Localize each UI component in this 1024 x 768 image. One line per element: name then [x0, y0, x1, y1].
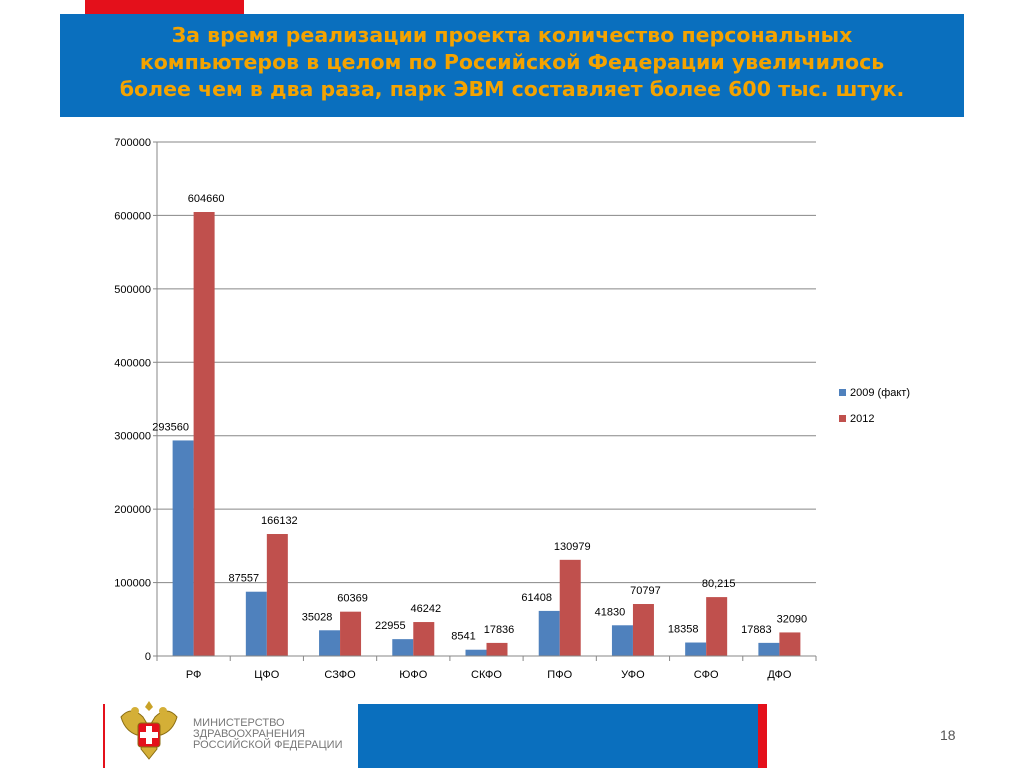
footer-red-band: [758, 704, 767, 768]
footer-divider-line: [103, 704, 105, 768]
bar: [193, 212, 215, 656]
x-tick-label: ЮФО: [399, 669, 427, 681]
top-red-tab: [85, 0, 244, 15]
y-tick-label: 100000: [114, 578, 151, 590]
data-label: 293560: [152, 421, 189, 433]
bars: [172, 212, 801, 656]
data-label: 166132: [261, 515, 298, 527]
data-label: 130979: [554, 541, 591, 553]
y-tick-label: 0: [145, 651, 151, 663]
ministry-line-1: МИНИСТЕРСТВО: [193, 717, 285, 729]
data-label: 22955: [375, 620, 406, 632]
data-label: 17883: [741, 624, 772, 636]
legend-label: 2012: [850, 413, 874, 425]
title-line-2: компьютеров в целом по Российской Федера…: [139, 50, 885, 74]
bar: [392, 639, 414, 656]
title-line-3: более чем в два раза, парк ЭВМ составляе…: [119, 77, 905, 101]
bar: [486, 642, 508, 656]
data-label: 35028: [302, 611, 333, 623]
bar: [611, 625, 633, 656]
title-banner: [60, 14, 964, 117]
footer-blue-band: [358, 704, 758, 768]
slide-title: За время реализации проекта количество п…: [60, 22, 964, 103]
data-label: 70797: [630, 585, 661, 597]
bar: [685, 642, 707, 656]
x-tick-label: УФО: [621, 669, 645, 681]
ministry-line-3: РОССИЙСКОЙ ФЕДЕРАЦИИ: [193, 739, 343, 751]
y-tick-label: 600000: [114, 210, 151, 222]
ministry-name: МИНИСТЕРСТВО ЗДРАВООХРАНЕНИЯ РОССИЙСКОЙ …: [193, 718, 342, 751]
data-label: 41830: [595, 606, 626, 618]
gridlines: [157, 141, 816, 584]
data-label: 604660: [188, 193, 225, 205]
data-label: 60369: [337, 593, 368, 605]
bar: [758, 642, 780, 656]
bar: [413, 622, 435, 656]
legend-swatch: [839, 415, 846, 422]
bar: [465, 649, 487, 656]
bar: [632, 604, 654, 656]
bar: [340, 611, 362, 656]
data-label: 8541: [451, 631, 475, 643]
bar: [559, 559, 581, 656]
bar: [172, 440, 194, 656]
legend-label: 2009 (факт): [850, 387, 910, 399]
bar: [779, 632, 801, 656]
x-tick-label: СФО: [694, 669, 719, 681]
x-tick-label: ЦФО: [254, 669, 280, 681]
ministry-line-2: ЗДРАВООХРАНЕНИЯ: [193, 728, 305, 740]
x-tick-label: СЗФО: [324, 669, 356, 681]
data-label: 17836: [484, 624, 515, 636]
page-number: 18: [940, 727, 956, 743]
y-tick-label: 700000: [114, 137, 151, 149]
x-tick-label: ДФО: [767, 669, 792, 681]
x-tick-label: ПФО: [547, 669, 572, 681]
double-headed-eagle-emblem-icon: [120, 701, 178, 760]
bar: [538, 610, 560, 656]
data-label: 18358: [668, 624, 699, 636]
y-tick-label: 400000: [114, 357, 151, 369]
bar: [245, 591, 267, 656]
data-label: 32090: [777, 613, 808, 625]
title-line-1: За время реализации проекта количество п…: [171, 23, 853, 47]
y-tick-label: 300000: [114, 431, 151, 443]
x-tick-label: РФ: [186, 669, 202, 681]
data-label: 87557: [229, 573, 260, 585]
axes: 0 100000 200000 300000 400000 500000 600000 700…: [114, 137, 817, 681]
bar: [706, 597, 728, 656]
data-label: 46242: [410, 603, 441, 615]
bar: [266, 534, 288, 656]
bar: [319, 630, 341, 656]
data-label: 80,215: [702, 578, 736, 590]
legend-swatch: [839, 389, 846, 396]
data-label: 61408: [521, 592, 552, 604]
legend: 2009 (факт) 2012: [839, 387, 910, 425]
y-tick-label: 500000: [114, 284, 151, 296]
bar-chart: 0 100000 200000 300000 400000 500000 600000 700…: [114, 137, 910, 681]
y-tick-label: 200000: [114, 504, 151, 516]
data-labels: 293560 87557 35028 22955 8541 61408 41830 18358…: [152, 193, 807, 643]
x-tick-label: СКФО: [471, 669, 502, 681]
